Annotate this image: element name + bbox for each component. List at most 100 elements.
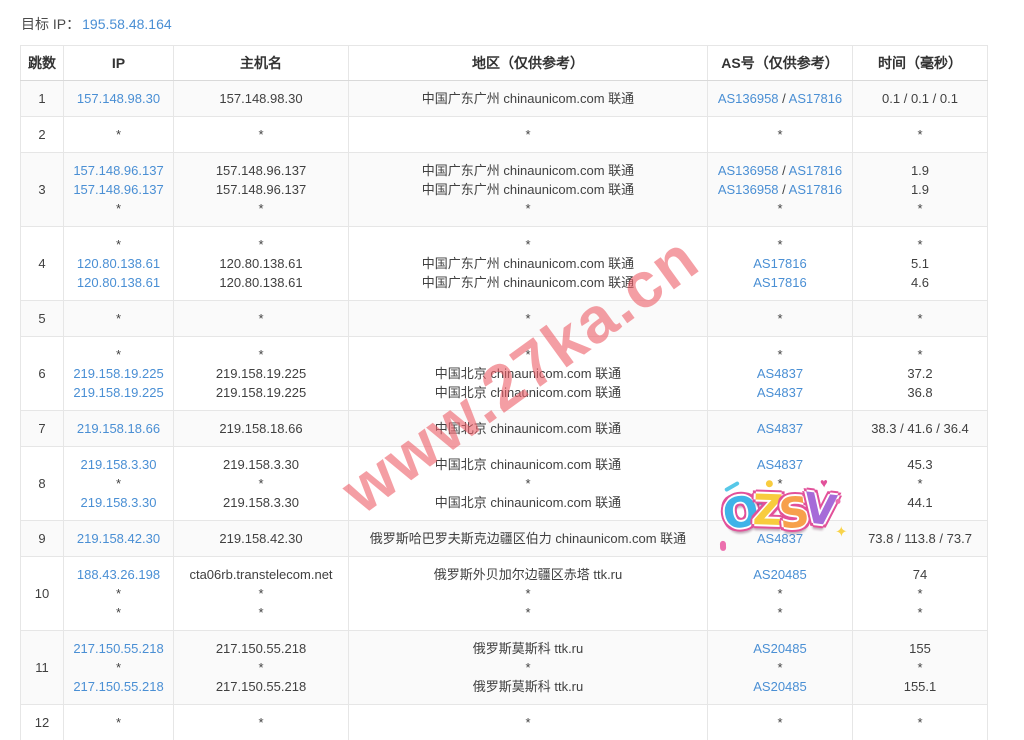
region-value: 俄罗斯莫斯科 ttk.ru [472, 641, 584, 656]
asn-link[interactable]: AS17816 [788, 182, 843, 197]
asn-value: * [777, 127, 783, 142]
cell-host: 217.150.55.218 * 217.150.55.218 [173, 630, 349, 705]
cell-hop: 12 [20, 704, 64, 740]
ip-link[interactable]: 219.158.18.66 [76, 421, 161, 436]
time-value: * [917, 476, 923, 491]
ip-value: 217.150.55.218 [68, 639, 169, 658]
ip-value: 219.158.3.30 [68, 493, 169, 512]
column-header-ip: IP [63, 45, 174, 81]
cell-hop: 8 [20, 446, 64, 521]
cell-ip: 219.158.3.30 * 219.158.3.30 [63, 446, 174, 521]
asn-link[interactable]: AS4837 [756, 531, 804, 546]
region-value: 俄罗斯莫斯科 ttk.ru [472, 679, 584, 694]
asn-value: * [777, 715, 783, 730]
ip-value: 120.80.138.61 [68, 254, 169, 273]
cell-asn: AS136958 / AS17816 [707, 80, 853, 117]
cell-host: 219.158.42.30 [173, 520, 349, 557]
ip-link[interactable]: 219.158.42.30 [76, 531, 161, 546]
cell-ip: * 120.80.138.61 120.80.138.61 [63, 226, 174, 301]
cell-host: 219.158.3.30 * 219.158.3.30 [173, 446, 349, 521]
cell-time: 155 * 155.1 [852, 630, 988, 705]
cell-region: 俄罗斯哈巴罗夫斯克边疆区伯力 chinaunicom.com 联通 [348, 520, 708, 557]
asn-link[interactable]: AS17816 [788, 91, 843, 106]
ip-link[interactable]: 219.158.3.30 [80, 495, 157, 510]
target-ip-bar: 目标 IP： 195.58.48.164 [0, 0, 1024, 34]
asn-link[interactable]: AS136958 [717, 182, 779, 197]
table-row-hop-4: 4 * 120.80.138.61 120.80.138.61 * 120.80.138.… [20, 226, 988, 301]
asn-value: AS4837 [712, 455, 848, 474]
ip-link[interactable]: 120.80.138.61 [76, 275, 161, 290]
time-value: * [917, 311, 923, 326]
asn-link[interactable]: AS4837 [756, 421, 804, 436]
table-row-hop-9: 9 219.158.42.30 219.158.42.30 俄罗斯哈巴罗夫斯克边疆区伯… [20, 520, 988, 557]
host-value: 217.150.55.218 [215, 679, 307, 694]
asn-link[interactable]: AS17816 [788, 163, 843, 178]
time-value: 73.8 / 113.8 / 73.7 [868, 531, 972, 546]
host-value: * [258, 660, 264, 675]
ip-link[interactable]: 120.80.138.61 [76, 256, 161, 271]
cell-hop: 10 [20, 556, 64, 631]
time-value: * [917, 715, 923, 730]
ip-value: 219.158.19.225 [68, 383, 169, 402]
ip-link[interactable]: 157.148.98.30 [76, 91, 161, 106]
host-value: * [258, 237, 264, 252]
asn-link[interactable]: AS136958 [717, 163, 779, 178]
time-value: * [917, 127, 923, 142]
host-value: * [258, 586, 264, 601]
cell-ip: 217.150.55.218 * 217.150.55.218 [63, 630, 174, 705]
asn-link[interactable]: AS17816 [753, 256, 807, 271]
ip-value: 157.148.98.30 [68, 89, 169, 108]
asn-link[interactable]: AS4837 [756, 366, 804, 381]
ip-link[interactable]: 219.158.19.225 [73, 366, 164, 381]
asn-link[interactable]: AS20485 [753, 679, 807, 694]
asn-link[interactable]: AS17816 [753, 275, 807, 290]
region-value: 中国北京 chinaunicom.com 联通 [434, 385, 622, 400]
region-value: * [525, 311, 531, 326]
ip-link[interactable]: 157.148.96.137 [73, 182, 164, 197]
ip-link[interactable]: 219.158.3.30 [80, 457, 157, 472]
region-value: 中国广东广州 chinaunicom.com 联通 [421, 275, 635, 290]
host-value: * [258, 311, 264, 326]
cell-time: * [852, 116, 988, 153]
cell-ip: 219.158.18.66 [63, 410, 174, 447]
ip-link[interactable]: 217.150.55.218 [73, 641, 164, 656]
asn-value: AS4837 [712, 383, 848, 402]
region-value: * [525, 586, 531, 601]
asn-value: AS20485 [712, 677, 848, 696]
asn-link[interactable]: AS20485 [753, 567, 807, 582]
table-row-hop-5: 5 * * * * * [20, 300, 988, 337]
ip-value: * [115, 715, 122, 730]
region-value: * [525, 127, 531, 142]
time-value: 74 [912, 567, 928, 582]
cell-asn: AS4837 [707, 520, 853, 557]
asn-link[interactable]: AS4837 [756, 495, 804, 510]
asn-link[interactable]: AS4837 [756, 385, 804, 400]
asn-link[interactable]: AS136958 [717, 91, 779, 106]
cell-time: 74 * * [852, 556, 988, 631]
cell-time: 38.3 / 41.6 / 36.4 [852, 410, 988, 447]
region-value: 中国北京 chinaunicom.com 联通 [434, 421, 622, 436]
asn-link[interactable]: AS20485 [753, 641, 807, 656]
ip-link[interactable]: 217.150.55.218 [73, 679, 164, 694]
cell-host: cta06rb.transtelecom.net * * [173, 556, 349, 631]
time-value: 0.1 / 0.1 / 0.1 [882, 91, 958, 106]
ip-value: * [115, 127, 122, 142]
region-value: 中国广东广州 chinaunicom.com 联通 [421, 91, 635, 106]
ip-link[interactable]: 157.148.96.137 [73, 163, 164, 178]
asn-link[interactable]: AS4837 [756, 457, 804, 472]
ip-value: * [115, 201, 122, 216]
ip-value: 217.150.55.218 [68, 677, 169, 696]
region-value: 中国广东广州 chinaunicom.com 联通 [421, 182, 635, 197]
ip-value: * [115, 586, 122, 601]
asn-value: AS136958 / AS17816 [717, 163, 843, 178]
cell-ip: 157.148.98.30 [63, 80, 174, 117]
ip-link[interactable]: 219.158.19.225 [73, 385, 164, 400]
region-value: * [525, 605, 531, 620]
cell-hop: 3 [20, 152, 64, 227]
asn-value: AS17816 [712, 254, 848, 273]
cell-ip: * 219.158.19.225 219.158.19.225 [63, 336, 174, 411]
time-value: 37.2 [907, 366, 933, 381]
target-ip-link[interactable]: 195.58.48.164 [82, 16, 172, 32]
cell-hop: 9 [20, 520, 64, 557]
ip-link[interactable]: 188.43.26.198 [76, 567, 161, 582]
